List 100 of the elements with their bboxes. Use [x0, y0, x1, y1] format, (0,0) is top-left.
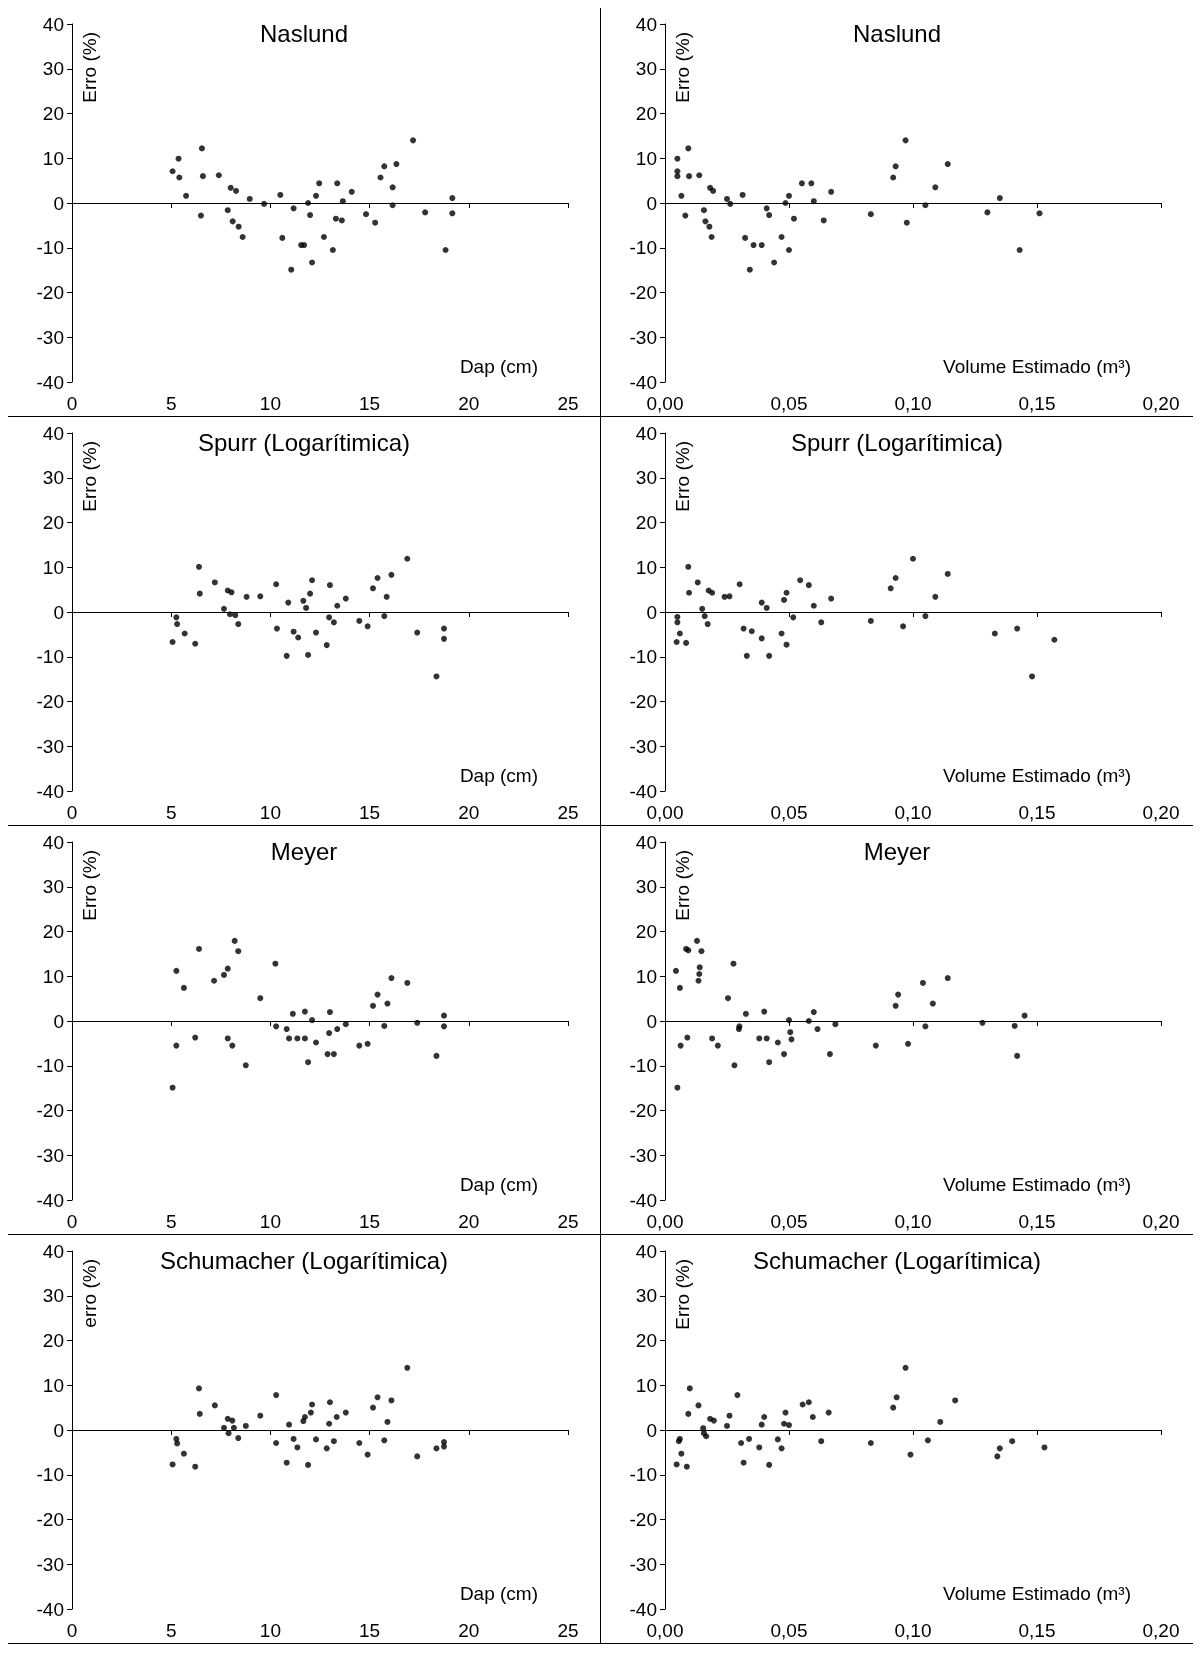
x-axis-title: Dap (cm)	[459, 356, 538, 377]
y-tick-label: -30	[36, 1144, 64, 1166]
y-tick-label: 20	[42, 1330, 64, 1351]
x-tick-label: 0,00	[646, 393, 684, 414]
x-tick-label: 15	[359, 393, 381, 414]
x-axis-title: Dap (cm)	[459, 1583, 538, 1604]
y-tick-label: -20	[629, 691, 657, 712]
y-tick-label: -40	[36, 1189, 64, 1211]
x-axis-title: Volume Estimado (m³)	[943, 765, 1131, 786]
y-tick-label: 20	[42, 512, 64, 533]
y-tick-label: 10	[42, 556, 64, 578]
x-tick-label: 0,15	[1018, 802, 1056, 823]
y-tick-label: -40	[36, 1598, 64, 1620]
y-tick-label: -40	[629, 1598, 657, 1620]
y-tick-label: 0	[53, 601, 64, 623]
x-tick-label: 0,05	[770, 802, 808, 823]
y-tick-label: -20	[36, 282, 64, 303]
y-axis-title: Erro (%)	[672, 32, 693, 103]
chart-title: Meyer	[270, 837, 338, 865]
x-tick-label: 0,00	[646, 1620, 684, 1641]
y-tick-label: -40	[629, 1189, 657, 1211]
y-tick-label: 0	[646, 192, 657, 214]
y-tick-label: -10	[629, 1464, 657, 1486]
y-tick-label: 30	[635, 1285, 657, 1307]
y-tick-label: 20	[42, 921, 64, 942]
x-axis-title: Volume Estimado (m³)	[943, 356, 1131, 377]
y-tick-label: 40	[635, 13, 657, 35]
y-tick-label: 40	[42, 13, 64, 35]
x-tick-label: 10	[259, 393, 281, 414]
y-tick-label: 20	[635, 1330, 657, 1351]
y-axis-title: Erro (%)	[672, 850, 693, 921]
x-tick-label: 0,10	[894, 393, 932, 414]
y-tick-label: -20	[629, 1100, 657, 1121]
x-axis-title: Volume Estimado (m³)	[943, 1583, 1131, 1604]
y-tick-label: 30	[635, 58, 657, 80]
x-tick-label: 25	[557, 393, 579, 414]
x-axis-title: Dap (cm)	[459, 765, 538, 786]
y-tick-label: 30	[42, 467, 64, 489]
y-tick-label: -30	[36, 326, 64, 348]
x-tick-label: 0,15	[1018, 1620, 1056, 1641]
x-tick-label: 0,05	[770, 393, 808, 414]
x-tick-label: 0,05	[770, 1211, 808, 1232]
x-tick-label: 10	[259, 802, 281, 823]
chart-title: Spurr (Logarítimica)	[197, 428, 411, 456]
chart-title: Schumacher (Logarítimica)	[752, 1246, 1042, 1274]
x-tick-label: 5	[165, 393, 177, 414]
y-tick-label: 0	[646, 1010, 657, 1032]
y-tick-label: 30	[42, 58, 64, 80]
y-tick-label: -40	[36, 780, 64, 802]
x-tick-label: 25	[557, 1211, 579, 1232]
x-tick-label: 0,10	[894, 1620, 932, 1641]
y-tick-label: -30	[629, 1553, 657, 1575]
y-tick-label: 10	[42, 147, 64, 169]
x-tick-label: 5	[165, 802, 177, 823]
chart-title: Naslund	[259, 19, 349, 47]
x-tick-label: 0,15	[1018, 1211, 1056, 1232]
x-tick-label: 15	[359, 802, 381, 823]
x-tick-label: 0,20	[1142, 1211, 1180, 1232]
y-tick-label: 10	[42, 1374, 64, 1396]
y-tick-label: 20	[635, 103, 657, 124]
y-axis-title: Erro (%)	[79, 441, 100, 512]
x-tick-label: 0,20	[1142, 802, 1180, 823]
x-tick-label: 0,10	[894, 802, 932, 823]
x-tick-label: 0,10	[894, 1211, 932, 1232]
x-tick-label: 0	[66, 1211, 78, 1232]
y-axis-title: Erro (%)	[79, 850, 100, 921]
x-tick-label: 20	[458, 1211, 480, 1232]
x-tick-label: 20	[458, 1620, 480, 1641]
y-tick-label: 10	[635, 147, 657, 169]
x-tick-label: 10	[259, 1211, 281, 1232]
y-tick-label: 40	[635, 422, 657, 444]
y-axis-title: Erro (%)	[672, 441, 693, 512]
chart-title: Meyer	[863, 837, 931, 865]
x-tick-label: 0,00	[646, 1211, 684, 1232]
x-tick-label: 15	[359, 1211, 381, 1232]
y-tick-label: 40	[42, 1240, 64, 1262]
y-tick-label: 30	[635, 876, 657, 898]
chart-title: Schumacher (Logarítimica)	[159, 1246, 449, 1274]
x-tick-label: 15	[359, 1620, 381, 1641]
x-tick-label: 20	[458, 393, 480, 414]
x-tick-label: 10	[259, 1620, 281, 1641]
x-tick-label: 0,00	[646, 802, 684, 823]
y-tick-label: -30	[36, 735, 64, 757]
x-axis-title: Volume Estimado (m³)	[943, 1174, 1131, 1195]
x-tick-label: 25	[557, 802, 579, 823]
y-tick-label: -10	[629, 646, 657, 668]
y-axis-title: erro (%)	[79, 1259, 100, 1328]
x-tick-label: 0,20	[1142, 1620, 1180, 1641]
y-tick-label: 20	[635, 921, 657, 942]
x-tick-label: 5	[165, 1211, 177, 1232]
y-axis-title: Erro (%)	[672, 1259, 693, 1330]
y-tick-label: -20	[36, 691, 64, 712]
y-tick-label: -40	[629, 780, 657, 802]
x-tick-label: 0,15	[1018, 393, 1056, 414]
y-tick-label: -40	[629, 371, 657, 393]
y-tick-label: -10	[36, 1055, 64, 1077]
y-tick-label: 0	[646, 1419, 657, 1441]
y-tick-label: 10	[635, 965, 657, 987]
y-tick-label: -30	[629, 735, 657, 757]
y-tick-label: 10	[635, 1374, 657, 1396]
